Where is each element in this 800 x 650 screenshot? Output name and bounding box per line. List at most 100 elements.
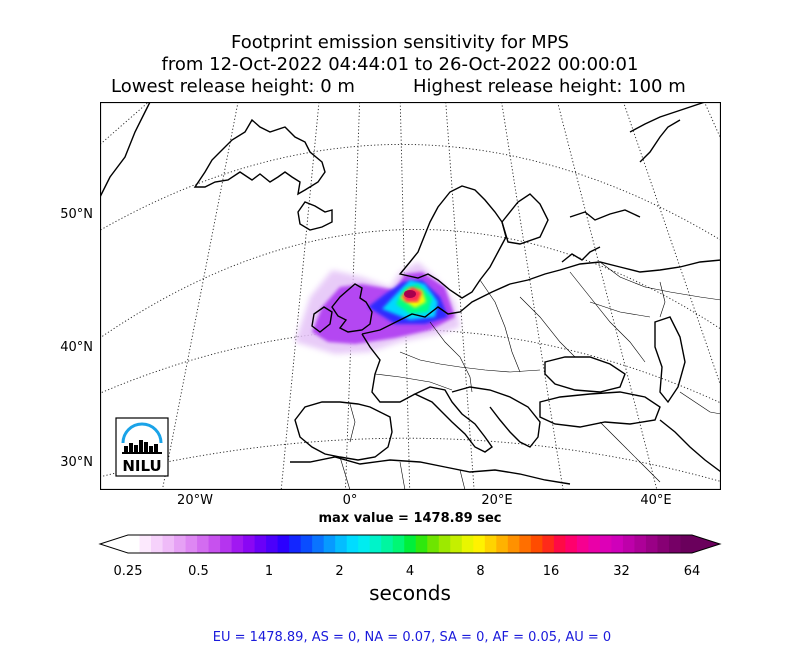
colorbar-tick-label: 2 bbox=[335, 564, 344, 579]
borders bbox=[339, 261, 721, 490]
colorbar-cell bbox=[277, 535, 290, 553]
border bbox=[569, 271, 646, 363]
colorbar-tick-label: 64 bbox=[683, 564, 701, 579]
colorbar-cell bbox=[289, 535, 302, 553]
balkans-coast bbox=[451, 386, 541, 448]
colorbar-tick-label: 32 bbox=[613, 564, 630, 579]
colorbar-cell bbox=[438, 535, 451, 553]
colorbar-cell bbox=[542, 535, 555, 553]
colorbar-cell bbox=[657, 535, 670, 553]
border bbox=[679, 391, 721, 415]
colorbar-cell bbox=[369, 535, 382, 553]
colorbar-cell bbox=[530, 535, 543, 553]
colorbar-cell bbox=[645, 535, 658, 553]
kola-coast bbox=[561, 246, 601, 263]
novaya-zemlya bbox=[629, 102, 706, 133]
colorbar-extend-low bbox=[100, 535, 128, 553]
colorbar-cell bbox=[450, 535, 463, 553]
iberia-coast bbox=[294, 401, 393, 461]
finland-coast bbox=[501, 193, 549, 245]
footprint-plume bbox=[295, 262, 460, 354]
highest-release-height: Highest release height: 100 m bbox=[413, 76, 686, 97]
border bbox=[399, 461, 406, 490]
colorbar-cell bbox=[243, 535, 256, 553]
border bbox=[659, 281, 666, 318]
colorbar-cell bbox=[622, 535, 635, 553]
colorbar-cell bbox=[358, 535, 371, 553]
parallel-line bbox=[100, 229, 721, 339]
colorbar-cell bbox=[576, 535, 589, 553]
meridian-line bbox=[100, 102, 150, 146]
greenland-coast bbox=[193, 118, 326, 196]
greenland-coast bbox=[100, 102, 151, 198]
black-sea-coast bbox=[544, 356, 626, 393]
turkey-coast bbox=[539, 391, 661, 428]
colorbar-cell bbox=[208, 535, 221, 553]
colorbar bbox=[98, 534, 722, 554]
nilu-logo: NILU bbox=[115, 417, 169, 477]
border bbox=[519, 296, 576, 358]
colorbar-cell bbox=[151, 535, 163, 553]
border bbox=[589, 301, 651, 318]
colorbar-cell bbox=[346, 535, 359, 553]
colorbar-tick-label: 0.25 bbox=[113, 564, 143, 579]
colorbar-tick-label: 16 bbox=[542, 564, 560, 579]
colorbar-cell bbox=[312, 535, 325, 553]
border bbox=[374, 373, 453, 391]
colorbar-label: seconds bbox=[369, 581, 451, 605]
meridian-line bbox=[445, 102, 475, 490]
border bbox=[429, 321, 473, 393]
map-frame bbox=[100, 102, 721, 490]
border bbox=[599, 421, 661, 483]
colorbar-cell bbox=[680, 535, 693, 553]
lat-label-40n: 40°N bbox=[60, 340, 93, 355]
colorbar-extend-high bbox=[692, 535, 720, 553]
colorbar-cell bbox=[300, 535, 313, 553]
colorbar-cell bbox=[668, 535, 681, 553]
colorbar-cell bbox=[461, 535, 474, 553]
colorbar-tick-label: 1 bbox=[264, 564, 274, 579]
border bbox=[479, 279, 521, 373]
lon-label-20e: 20°E bbox=[481, 493, 513, 508]
colorbar-cell bbox=[473, 535, 486, 553]
lon-label-40e: 40°E bbox=[640, 493, 672, 508]
colorbar-cells bbox=[100, 535, 720, 553]
colorbar-cell bbox=[484, 535, 497, 553]
meridian-line bbox=[280, 102, 320, 490]
colorbar-cell bbox=[335, 535, 348, 553]
colorbar-cell bbox=[220, 535, 232, 553]
meridian-line bbox=[557, 102, 658, 490]
colorbar-cell bbox=[174, 535, 186, 553]
border bbox=[399, 351, 541, 373]
meridian-line bbox=[501, 102, 564, 490]
ireland-coast bbox=[311, 306, 333, 333]
lat-label-30n: 30°N bbox=[60, 455, 93, 470]
nilu-logo-text: NILU bbox=[122, 457, 161, 475]
colorbar-cell bbox=[139, 535, 152, 553]
colorbar-cell bbox=[634, 535, 647, 553]
france-coast bbox=[361, 333, 416, 403]
iceland-coast bbox=[297, 201, 333, 231]
colorbar-cell bbox=[381, 535, 394, 553]
colorbar-cell bbox=[392, 535, 405, 553]
border bbox=[349, 403, 356, 443]
colorbar-cell bbox=[427, 535, 440, 553]
colorbar-cell bbox=[611, 535, 624, 553]
colorbar-cell bbox=[185, 535, 198, 553]
colorbar-cell bbox=[266, 535, 279, 553]
colorbar-cell bbox=[231, 535, 244, 553]
middle-east-coast bbox=[659, 419, 721, 473]
colorbar-cell bbox=[254, 535, 267, 553]
colorbar-cell bbox=[553, 535, 566, 553]
europe-coast bbox=[361, 259, 721, 335]
colorbar-tick-label: 0.5 bbox=[188, 564, 209, 579]
colorbar-cell bbox=[519, 535, 532, 553]
colorbar-cell bbox=[162, 535, 175, 553]
colorbar-cell bbox=[128, 535, 140, 553]
colorbar-tick-label: 8 bbox=[476, 564, 485, 579]
border bbox=[339, 456, 351, 490]
colorbar-cell bbox=[496, 535, 509, 553]
colorbar-cell bbox=[507, 535, 520, 553]
nilu-logo-arc bbox=[121, 422, 163, 444]
footprint-map: NILU bbox=[100, 102, 721, 490]
